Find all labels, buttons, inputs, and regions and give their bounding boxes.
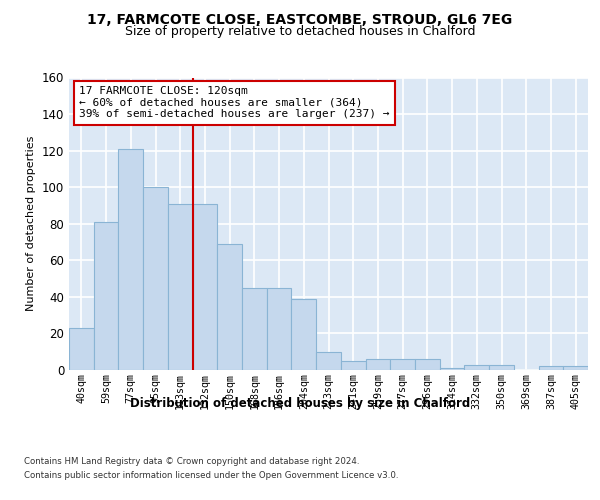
Bar bbox=[267, 288, 292, 370]
Bar bbox=[341, 361, 365, 370]
Bar bbox=[242, 288, 267, 370]
Bar bbox=[69, 328, 94, 370]
Bar bbox=[193, 204, 217, 370]
Text: Contains HM Land Registry data © Crown copyright and database right 2024.: Contains HM Land Registry data © Crown c… bbox=[24, 458, 359, 466]
Text: Contains public sector information licensed under the Open Government Licence v3: Contains public sector information licen… bbox=[24, 471, 398, 480]
Bar bbox=[415, 359, 440, 370]
Bar bbox=[440, 368, 464, 370]
Bar bbox=[316, 352, 341, 370]
Text: Size of property relative to detached houses in Chalford: Size of property relative to detached ho… bbox=[125, 25, 475, 38]
Bar bbox=[94, 222, 118, 370]
Bar bbox=[365, 359, 390, 370]
Bar bbox=[390, 359, 415, 370]
Bar bbox=[464, 364, 489, 370]
Bar bbox=[539, 366, 563, 370]
Bar bbox=[292, 298, 316, 370]
Bar bbox=[563, 366, 588, 370]
Bar bbox=[143, 187, 168, 370]
Y-axis label: Number of detached properties: Number of detached properties bbox=[26, 136, 36, 312]
Text: 17 FARMCOTE CLOSE: 120sqm
← 60% of detached houses are smaller (364)
39% of semi: 17 FARMCOTE CLOSE: 120sqm ← 60% of detac… bbox=[79, 86, 390, 120]
Bar bbox=[118, 149, 143, 370]
Bar bbox=[168, 204, 193, 370]
Bar bbox=[217, 244, 242, 370]
Bar bbox=[489, 364, 514, 370]
Text: 17, FARMCOTE CLOSE, EASTCOMBE, STROUD, GL6 7EG: 17, FARMCOTE CLOSE, EASTCOMBE, STROUD, G… bbox=[88, 12, 512, 26]
Text: Distribution of detached houses by size in Chalford: Distribution of detached houses by size … bbox=[130, 398, 470, 410]
